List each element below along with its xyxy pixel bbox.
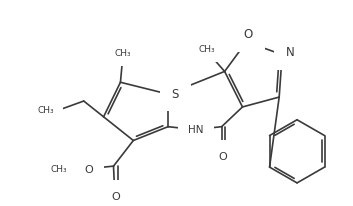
Text: HN: HN bbox=[188, 124, 204, 134]
Text: S: S bbox=[171, 87, 179, 100]
Text: N: N bbox=[286, 46, 294, 59]
Text: CH₃: CH₃ bbox=[114, 49, 131, 58]
Text: CH₃: CH₃ bbox=[37, 106, 54, 115]
Text: CH₃: CH₃ bbox=[198, 45, 215, 54]
Text: O: O bbox=[111, 191, 120, 201]
Text: CH₃: CH₃ bbox=[50, 164, 67, 173]
Text: O: O bbox=[244, 28, 253, 41]
Text: O: O bbox=[84, 164, 93, 174]
Text: O: O bbox=[218, 152, 227, 162]
